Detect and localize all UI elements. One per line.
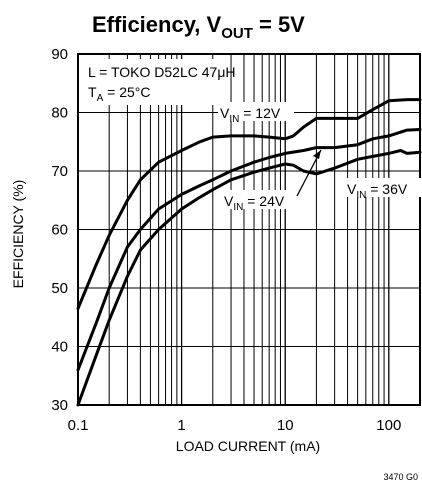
y-tick-label: 90 [51, 46, 68, 63]
curve-label-24v-rest: = 24V [243, 193, 285, 209]
temperature-subscript: A [97, 93, 104, 104]
pointer-24v-arrowhead [313, 150, 321, 159]
x-tick-label: 0.1 [68, 417, 89, 434]
curve-label-36v-main: V [347, 181, 357, 197]
temperature-annotation: TA = 25°C [88, 84, 150, 104]
curve-label-12v-rest: = 12V [239, 105, 281, 121]
curve-label-36v-subscript: IN [356, 190, 366, 201]
chart-title-rest: = 5V [253, 12, 305, 37]
y-tick-labels: 30 40 50 60 70 80 90 [51, 46, 68, 414]
temperature-main: T [88, 84, 97, 100]
series-line-vin-12v [76, 98, 422, 310]
y-tick-label: 40 [51, 339, 68, 356]
curve-label-12v-main: V [220, 105, 230, 121]
series-lines [76, 98, 422, 407]
y-tick-label: 60 [51, 222, 68, 239]
curve-label-36v-rest: = 36V [366, 181, 408, 197]
curve-label-vin-12v: VIN = 12V [220, 105, 281, 125]
annotation-backdrop [84, 59, 216, 105]
x-tick-label: 10 [277, 417, 294, 434]
curve-label-24v-subscript: IN [233, 202, 243, 213]
plot-frame [77, 53, 421, 406]
x-tick-label: 1 [177, 417, 185, 434]
chart-title-main: Efficiency, V [92, 12, 222, 37]
x-tick-labels: 0.1 1 10 100 [68, 417, 402, 434]
series-line-vin-36v [76, 149, 422, 407]
x-axis-label: LOAD CURRENT (mA) [176, 438, 320, 454]
y-axis-label: EFFICIENCY (%) [10, 180, 26, 289]
curve-label-12v-subscript: IN [229, 114, 239, 125]
chart-title: Efficiency, VOUT = 5V [92, 12, 305, 42]
label-backdrop-36v [344, 178, 422, 197]
y-tick-label: 30 [51, 397, 68, 414]
figure-code: 3470 G0 [383, 472, 418, 482]
temperature-rest: = 25°C [103, 84, 150, 100]
series-line-vin-24v [76, 128, 422, 372]
inductor-annotation: L = TOKO D52LC 47μH [88, 64, 236, 80]
curve-label-vin-36v: VIN = 36V [347, 181, 408, 201]
x-tick-label: 100 [376, 417, 401, 434]
curve-label-24v-main: V [224, 193, 234, 209]
y-tick-label: 80 [51, 105, 68, 122]
curve-label-vin-24v: VIN = 24V [224, 193, 285, 213]
label-backdrop-24v [222, 190, 298, 209]
y-tick-label: 50 [51, 280, 68, 297]
y-tick-label: 70 [51, 163, 68, 180]
chart-title-subscript: OUT [221, 25, 253, 42]
label-backdrop-12v [218, 102, 294, 121]
